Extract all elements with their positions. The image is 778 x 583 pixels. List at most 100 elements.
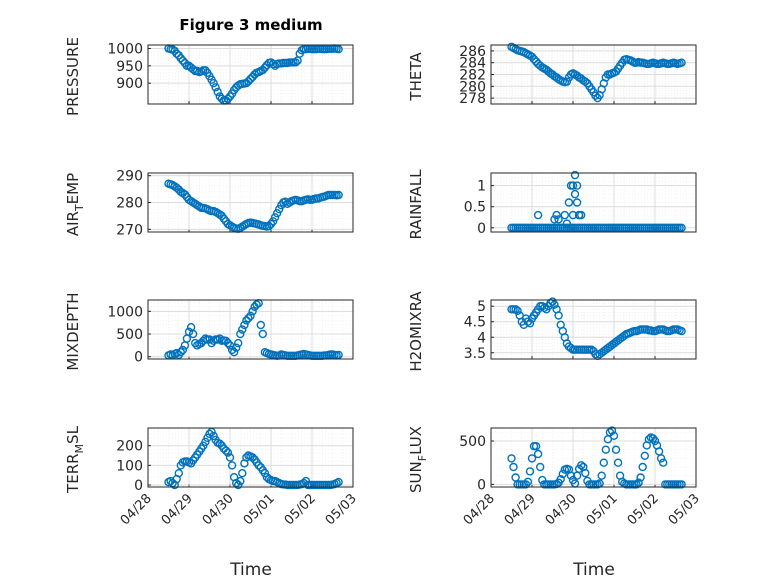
- data-point: [221, 336, 231, 345]
- plot-border: [490, 172, 697, 233]
- data-point: [562, 77, 572, 86]
- y-tick-label: 270: [116, 222, 143, 238]
- data-point: [172, 49, 181, 58]
- data-point: [236, 329, 245, 339]
- data-point: [238, 469, 247, 478]
- data-point: [281, 197, 290, 206]
- x-tick-label: 05/01: [241, 491, 278, 528]
- data-point: [270, 213, 280, 222]
- x-tick-label: 05/03: [666, 491, 703, 528]
- subplot-h2omixra: 3.544.55 H2OMIXRA: [407, 291, 697, 372]
- data-point: [227, 461, 237, 470]
- data-point: [540, 303, 549, 312]
- y-tick-label: 280: [459, 79, 486, 95]
- y-tick-label: 284: [459, 56, 486, 72]
- data-point: [209, 78, 218, 88]
- y-tick-label: 290: [116, 169, 143, 185]
- y-tick-label: 286: [459, 44, 486, 60]
- x-tick-label: 05/03: [323, 491, 360, 528]
- data-point: [201, 437, 210, 446]
- y-tick-label: 0: [134, 478, 143, 494]
- data-point: [217, 94, 227, 104]
- data-point: [566, 471, 576, 480]
- data-point: [201, 66, 210, 75]
- data-point: [244, 314, 253, 323]
- data-point: [568, 210, 578, 220]
- data-point: [174, 469, 184, 478]
- data-point: [221, 446, 231, 455]
- data-point: [640, 451, 649, 460]
- y-tick-label: 0: [134, 350, 143, 366]
- data-point: [550, 300, 559, 309]
- data-point: [334, 350, 343, 360]
- y-axis-label: TERRMSL: [64, 425, 86, 494]
- data-point: [568, 181, 578, 190]
- data-point: [256, 320, 265, 330]
- data-point: [215, 439, 225, 448]
- y-tick-label: 100: [116, 458, 143, 474]
- y-axis-label: THETA: [407, 52, 425, 102]
- data-point: [659, 458, 668, 467]
- x-tick-label: 05/02: [282, 491, 319, 528]
- data-point: [560, 210, 569, 220]
- data-point: [572, 198, 582, 207]
- data-point: [536, 462, 545, 472]
- data-point: [184, 327, 194, 336]
- data-point: [581, 468, 590, 478]
- y-tick-label: 278: [459, 91, 486, 107]
- plot-border: [490, 299, 697, 360]
- data-point: [334, 477, 343, 487]
- data-point: [632, 480, 641, 489]
- y-tick-label: 0.5: [464, 200, 486, 216]
- data-point: [523, 477, 533, 486]
- x-tick-label: 04/30: [200, 491, 237, 528]
- data-point: [531, 442, 541, 451]
- data-point: [258, 329, 267, 339]
- data-point: [178, 345, 188, 355]
- y-tick-label: 950: [116, 59, 143, 75]
- data-point: [550, 215, 559, 224]
- data-point: [213, 87, 222, 97]
- y-axis-label: AIRTEMP: [64, 173, 86, 236]
- data-point: [677, 326, 686, 336]
- y-axis-label: H2OMIXRA: [407, 291, 425, 372]
- data-point: [291, 58, 300, 67]
- figure-title: Figure 3 medium: [179, 16, 322, 34]
- data-point: [558, 469, 567, 479]
- y-tick-label: 500: [116, 327, 143, 343]
- data-point: [229, 348, 239, 357]
- subplot-terr-msl: 04/28 04/29 04/30 05/01 05/02 05/03 0 100 200 TER…: [64, 425, 360, 528]
- data-point: [238, 325, 247, 334]
- data-point: [225, 453, 235, 462]
- data-point: [677, 223, 686, 233]
- data-point: [260, 63, 270, 72]
- data-point: [275, 204, 284, 214]
- data-point: [248, 453, 257, 462]
- data-point: [552, 210, 561, 220]
- data-point: [254, 461, 263, 470]
- data-point: [527, 52, 537, 61]
- data-point: [205, 429, 214, 439]
- data-point: [527, 454, 537, 463]
- y-tick-label: 0: [477, 221, 486, 237]
- plot-border: [147, 299, 354, 360]
- data-point: [248, 307, 257, 316]
- data-point: [258, 65, 267, 75]
- data-point: [650, 436, 660, 446]
- data-point: [525, 467, 535, 476]
- data-point: [597, 471, 606, 480]
- data-point: [677, 480, 686, 489]
- data-point: [178, 56, 188, 65]
- y-tick-label: 3.5: [464, 346, 486, 362]
- data-point: [525, 319, 535, 328]
- y-tick-label: 282: [459, 68, 486, 84]
- data-point: [236, 476, 245, 486]
- data-point: [509, 462, 518, 472]
- data-point: [260, 469, 270, 478]
- data-point: [554, 311, 563, 320]
- data-point: [556, 475, 565, 484]
- y-axis-label: MIXDEPTH: [64, 292, 82, 370]
- plot-border: [147, 427, 354, 488]
- x-axis-label-left: Time: [229, 560, 272, 580]
